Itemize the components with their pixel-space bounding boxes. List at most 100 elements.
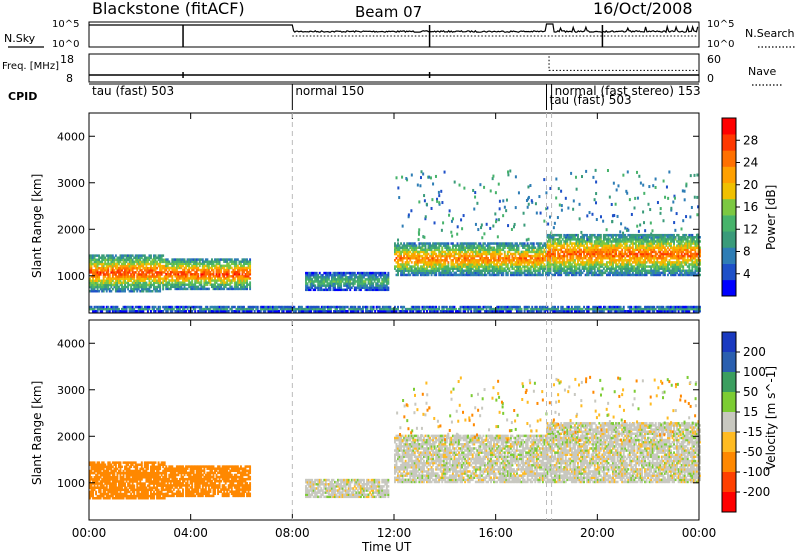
power-cell [628, 246, 631, 249]
power-cell [178, 270, 181, 274]
power-cell [471, 263, 474, 266]
power-cell [485, 250, 488, 254]
power-cell [140, 254, 143, 257]
power-cell [238, 279, 241, 282]
power-cell [528, 246, 531, 249]
power-cell [673, 238, 675, 241]
power-cell [113, 269, 116, 272]
power-cell [185, 270, 187, 274]
power-cell [666, 265, 669, 268]
power-cell [356, 280, 359, 283]
power-cell [464, 269, 467, 273]
power-cell [544, 259, 547, 262]
power-cell [92, 273, 94, 276]
power-cell [596, 244, 599, 247]
power-cell [656, 246, 659, 249]
power-cell [398, 256, 401, 260]
power-cell [523, 267, 526, 270]
power-cell [671, 250, 674, 254]
power-cell [554, 248, 557, 252]
power-cell [569, 269, 572, 273]
power-cell [347, 286, 350, 289]
power-cell [537, 261, 540, 264]
power-cell [607, 267, 610, 270]
power-cell [137, 279, 140, 283]
power-cell [169, 273, 172, 276]
power-cell [387, 282, 390, 285]
power-cell [159, 283, 162, 287]
power-cell [110, 258, 113, 262]
power-cell [557, 242, 560, 245]
power-cell [305, 288, 307, 292]
power-cell [366, 278, 368, 281]
power-cell [671, 271, 674, 275]
power-cell [648, 233, 651, 237]
power-cell [324, 286, 327, 289]
power-cell [244, 273, 247, 276]
power-cell [156, 279, 159, 283]
power-cell [595, 256, 598, 260]
power-cell [230, 260, 233, 263]
power-cell [482, 246, 485, 249]
power-cell [320, 286, 323, 289]
power-cell [387, 288, 390, 292]
power-cell [584, 240, 587, 243]
power-cell [410, 261, 413, 264]
power-cell [656, 271, 659, 275]
power-cell [613, 269, 616, 273]
power-cell [471, 250, 474, 254]
power-cell [523, 259, 526, 262]
power-cell [567, 250, 570, 254]
power-cell [572, 252, 575, 256]
power-cell [546, 254, 549, 258]
power-cell [647, 250, 650, 254]
power-cell [566, 269, 569, 273]
power-cell [116, 277, 119, 280]
power-cell [133, 264, 136, 268]
power-cell [590, 265, 593, 268]
power-cell [654, 271, 657, 275]
power-cell [596, 246, 599, 249]
power-cell [520, 242, 523, 245]
power-cell [92, 281, 94, 285]
power-cell [573, 236, 576, 239]
power-cell [659, 250, 662, 254]
power-cell [605, 267, 608, 270]
power-cell [95, 289, 98, 293]
power-cell [512, 252, 515, 256]
power-cell [116, 275, 119, 278]
power-cell [490, 242, 492, 245]
power-cell [593, 273, 596, 277]
power-cell [584, 273, 587, 277]
power-cell [165, 264, 168, 268]
power-cell [229, 266, 232, 270]
power-cell [581, 238, 584, 241]
power-cell [379, 284, 382, 287]
power-cell [456, 242, 459, 245]
power-cell [92, 258, 94, 262]
power-cell [156, 281, 159, 285]
power-cell [398, 263, 401, 266]
power-cell [487, 250, 489, 254]
power-cell [580, 271, 582, 275]
power-cell [406, 250, 409, 254]
power-cell [151, 271, 154, 274]
power-cell [427, 265, 430, 268]
power-cell [619, 238, 622, 241]
power-cell [367, 286, 370, 289]
power-cell [387, 280, 390, 283]
power-cell [311, 286, 314, 289]
power-cell [462, 259, 465, 262]
power-cell [422, 273, 425, 277]
power-cell [567, 252, 570, 256]
power-cell [195, 262, 198, 266]
power-cell [145, 264, 148, 268]
power-cell [314, 286, 317, 289]
power-cell [233, 283, 236, 286]
power-cell [93, 289, 96, 293]
power-cell [175, 270, 178, 274]
power-cell [624, 267, 627, 270]
power-cell [122, 262, 125, 266]
power-cell [444, 256, 447, 260]
power-cell [430, 256, 433, 260]
